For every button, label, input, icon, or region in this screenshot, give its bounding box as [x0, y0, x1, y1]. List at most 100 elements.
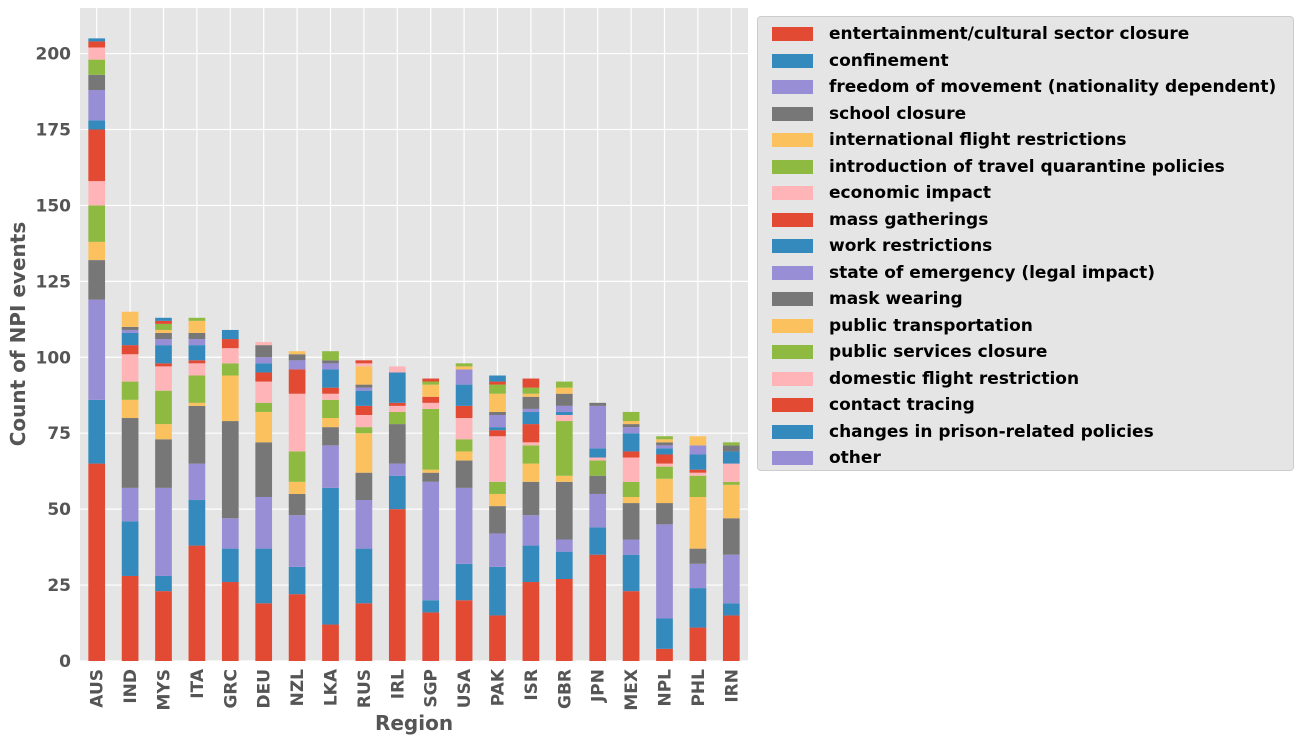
bar-segment	[422, 472, 440, 482]
bar-segment	[355, 427, 373, 434]
bar-segment	[255, 496, 273, 549]
bar-segment	[689, 588, 707, 628]
bar-segment	[422, 612, 440, 661]
legend-label: mask wearing	[829, 289, 963, 310]
bar-segment	[255, 603, 273, 661]
bar-segment	[622, 591, 640, 661]
x-tick-label: GRC	[221, 669, 241, 709]
bar-segment	[489, 393, 506, 412]
bar-segment	[322, 387, 339, 394]
bar-segment	[322, 399, 339, 419]
bar-segment	[388, 366, 406, 373]
bar-segment	[188, 345, 206, 361]
legend-label: confinement	[829, 50, 949, 71]
bar-segment	[589, 493, 607, 528]
bar-segment	[188, 363, 206, 376]
bar-segment	[455, 418, 473, 440]
x-tick-labels: AUS IND MYS ITA GRC DEU NZL LKA RUS IRL SGP USA PAK I…	[88, 668, 743, 710]
legend-swatch	[772, 53, 813, 68]
plot-area	[80, 8, 748, 661]
bar-segment	[489, 427, 506, 431]
bar-segment	[388, 402, 406, 406]
legend-item: economic impact	[758, 180, 1293, 207]
bar-segment	[622, 424, 640, 428]
bar-segment	[422, 384, 440, 397]
bar-segment	[155, 323, 172, 330]
bar-segment	[455, 439, 473, 452]
bar-segment	[155, 363, 172, 367]
legend-swatch	[772, 451, 813, 466]
bar-segment	[622, 481, 640, 497]
bar-segment	[288, 354, 306, 361]
x-tick-label: GBR	[555, 669, 575, 709]
bar-segment	[422, 402, 440, 409]
bar-segment	[489, 411, 506, 415]
legend-item: contact tracing	[758, 392, 1293, 419]
bar-segment	[221, 348, 239, 364]
legend-swatch	[772, 398, 813, 413]
bar-segment	[121, 345, 139, 355]
bar-segment	[155, 339, 172, 346]
bar-segment	[255, 402, 273, 412]
bar-segment	[422, 378, 440, 382]
bar-segment	[589, 457, 607, 461]
bar-segment	[322, 418, 339, 428]
legend-item: work restrictions	[758, 233, 1293, 260]
bar-segment	[622, 421, 640, 425]
bar-segment	[388, 424, 406, 464]
bar-segment	[121, 329, 139, 333]
bar-segment	[288, 566, 306, 595]
bar-segment	[221, 548, 239, 583]
bar-segment	[188, 360, 206, 364]
bar-segment	[656, 524, 673, 619]
y-tick-label: 50	[47, 500, 71, 520]
bar-segment	[88, 120, 106, 130]
bar-segment	[155, 345, 172, 364]
bar-segment	[555, 421, 573, 476]
bar-segment	[121, 332, 139, 346]
bar-segment	[355, 363, 373, 367]
bar-segment	[589, 527, 607, 555]
y-tick-label: 100	[36, 348, 72, 368]
bar-segment	[589, 405, 607, 449]
legend-item: public transportation	[758, 313, 1293, 340]
bar-segment	[388, 509, 406, 661]
bar-segment	[188, 320, 206, 333]
bar-segment	[522, 396, 540, 409]
legend-label: changes in prison-related policies	[829, 421, 1154, 442]
bar-segment	[221, 363, 239, 376]
bar-segment	[589, 475, 607, 494]
x-tick-label: AUS	[88, 669, 108, 708]
legend-label: contact tracing	[829, 395, 975, 416]
bar-segment	[489, 436, 506, 482]
bar-segment	[656, 454, 673, 464]
bar-segment	[555, 414, 573, 422]
legend-label: public services closure	[829, 342, 1048, 363]
bar-segment	[422, 481, 440, 601]
bar-segment	[322, 369, 339, 388]
bar-segment	[689, 627, 707, 661]
legend-item: mass gatherings	[758, 207, 1293, 234]
bar-segment	[155, 487, 172, 576]
bar-segment	[322, 487, 339, 625]
bar-segment	[656, 439, 673, 443]
bar-segment	[722, 554, 740, 604]
y-tick-label: 0	[59, 652, 71, 672]
bar-segment	[555, 387, 573, 394]
bar-segment	[689, 563, 707, 589]
bar-segment	[355, 387, 373, 391]
bar-segment	[188, 375, 206, 403]
bar-segment	[255, 345, 273, 358]
x-tick-label: ISR	[522, 669, 542, 701]
bar-segment	[489, 566, 506, 616]
bar-segment	[188, 402, 206, 406]
bar-segment	[489, 381, 506, 385]
bar-segment	[88, 38, 106, 42]
bar-segment	[155, 329, 172, 333]
bar-segment	[255, 411, 273, 443]
bar-segment	[455, 460, 473, 488]
bar-segment	[355, 433, 373, 473]
legend-item: confinement	[758, 48, 1293, 75]
bar-segment	[121, 354, 139, 382]
